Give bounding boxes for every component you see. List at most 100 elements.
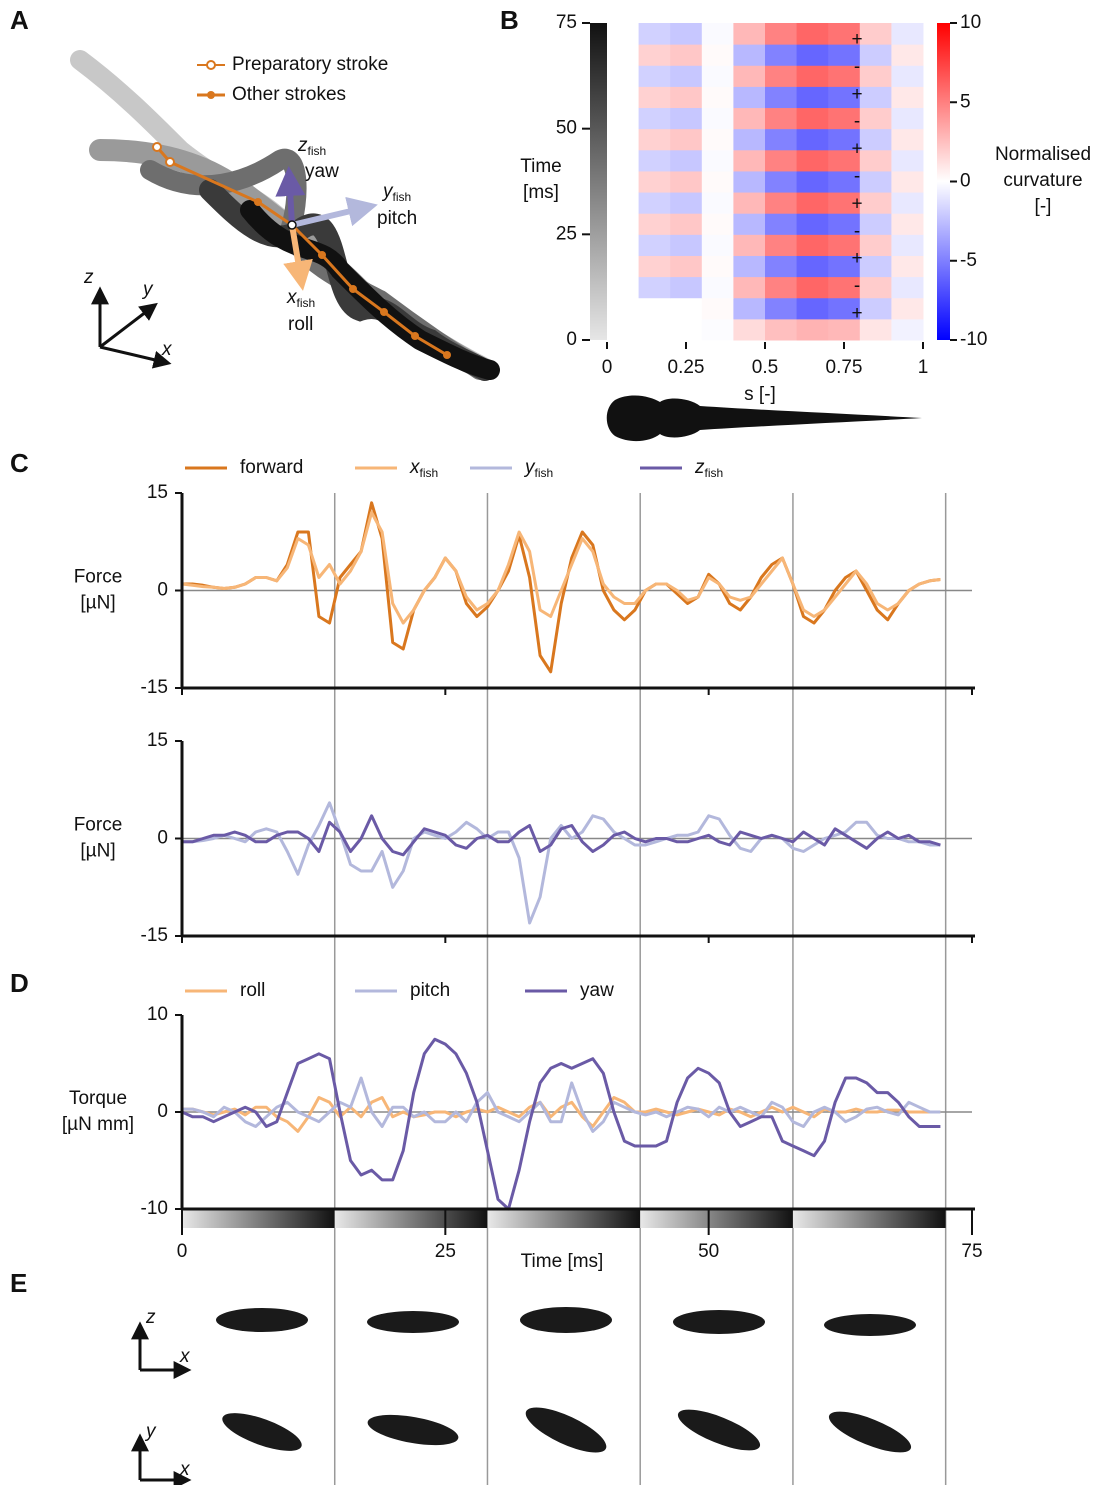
heat-cell <box>796 107 829 130</box>
series-line <box>182 1096 941 1133</box>
x-tick-label: 0 <box>177 1241 188 1262</box>
heat-cell <box>765 255 798 278</box>
heat-cell <box>670 107 703 130</box>
heat-cell <box>796 318 829 341</box>
heat-cell <box>859 276 892 299</box>
heat-cell <box>891 297 924 320</box>
legend-label: pitch <box>410 980 450 1001</box>
heat-cell <box>670 44 703 66</box>
legend-label: yfish <box>523 457 553 480</box>
time-strip <box>792 1209 946 1228</box>
heat-cell <box>638 234 671 256</box>
heat-cell <box>733 297 766 320</box>
annotation: - <box>854 56 860 77</box>
heat-cell <box>701 213 734 235</box>
heat-cell <box>859 192 892 214</box>
heat-cell <box>733 128 766 151</box>
legend-label: forward <box>240 457 303 478</box>
heat-cell <box>765 170 798 193</box>
heat-cell <box>891 86 924 109</box>
heat-cell <box>859 44 892 66</box>
heat-cell <box>859 297 892 320</box>
annotation: - <box>854 111 860 132</box>
axis-letter: z <box>83 267 94 288</box>
heat-cell <box>828 255 861 278</box>
series-line <box>182 814 941 857</box>
time-strip <box>640 1209 793 1228</box>
colorbar-label: curvature <box>1003 170 1082 191</box>
heat-cell <box>638 213 671 235</box>
heat-cell <box>891 192 924 214</box>
heat-cell <box>828 192 861 214</box>
heat-cell <box>828 86 861 109</box>
posture-images <box>131 1307 916 1485</box>
legend-label-letter: x <box>409 457 421 478</box>
heat-cell <box>828 170 861 193</box>
y-axis-label: [µN] <box>80 841 115 862</box>
heat-cell <box>670 213 703 235</box>
heat-cell <box>891 234 924 256</box>
annotation: + <box>851 139 862 160</box>
heat-cell <box>796 44 829 66</box>
heat-cell <box>796 86 829 109</box>
heat-cell <box>828 276 861 299</box>
x-tick-label: 0.25 <box>668 357 705 378</box>
heat-cell <box>796 149 829 172</box>
vector-name-subscript: fish <box>308 144 327 158</box>
heat-cell <box>765 234 798 256</box>
vector-label: pitch <box>377 208 417 229</box>
series-line <box>182 801 941 925</box>
heat-cell <box>733 65 766 87</box>
axis-letter: y <box>144 1421 157 1442</box>
legend-label-subscript: fish <box>705 466 724 480</box>
heat-cell <box>796 192 829 214</box>
panel-label: E <box>10 1268 27 1298</box>
heat-cell <box>765 318 798 341</box>
x-tick-label: 0.5 <box>752 357 778 378</box>
vector-name: yfish <box>381 181 411 204</box>
x-tick-label: 1 <box>918 357 929 378</box>
heat-cell <box>796 65 829 87</box>
vector-name: zfish <box>297 135 326 158</box>
heat-cell <box>670 192 703 214</box>
colorbar-label: Normalised <box>995 144 1091 165</box>
heat-cell <box>733 23 766 45</box>
heat-cell <box>733 234 766 256</box>
series-line <box>182 501 941 674</box>
heat-cell <box>859 170 892 193</box>
heat-cell <box>701 234 734 256</box>
axes-icon <box>91 286 172 369</box>
x-tick-label: 0.75 <box>826 357 863 378</box>
vector-name-letter: x <box>286 287 298 308</box>
annotation: + <box>851 303 862 324</box>
heat-cell <box>638 318 671 341</box>
heat-cell <box>670 65 703 87</box>
heat-cell <box>701 23 734 45</box>
annotation: + <box>851 248 862 269</box>
axis-letter: y <box>141 279 154 300</box>
y-axis-label: Time <box>520 156 562 177</box>
colorbar-tick-label: -5 <box>960 250 977 271</box>
heat-cell <box>859 234 892 256</box>
x-tick-label: 25 <box>435 1241 456 1262</box>
vector-label: roll <box>288 314 313 335</box>
heat-cell <box>701 170 734 193</box>
heat-cell <box>701 44 734 66</box>
heat-cell <box>638 276 671 299</box>
heat-cell <box>670 23 703 45</box>
heat-cell <box>859 23 892 45</box>
y-tick-label: 25 <box>556 223 577 244</box>
time-strip <box>182 1209 335 1228</box>
heat-cell <box>859 149 892 172</box>
heat-cell <box>765 107 798 130</box>
legend-label: Preparatory stroke <box>232 54 388 75</box>
panel-label: A <box>10 5 29 35</box>
colorbar-tick-label: 0 <box>960 171 971 192</box>
y-tick-label: 0 <box>157 1101 168 1122</box>
vector-name-letter: y <box>381 181 394 202</box>
heat-cell <box>796 276 829 299</box>
y-tick-label: 75 <box>556 12 577 33</box>
heat-cell <box>701 297 734 320</box>
vector-name-subscript: fish <box>393 190 412 204</box>
fish-silhouette <box>606 395 922 442</box>
